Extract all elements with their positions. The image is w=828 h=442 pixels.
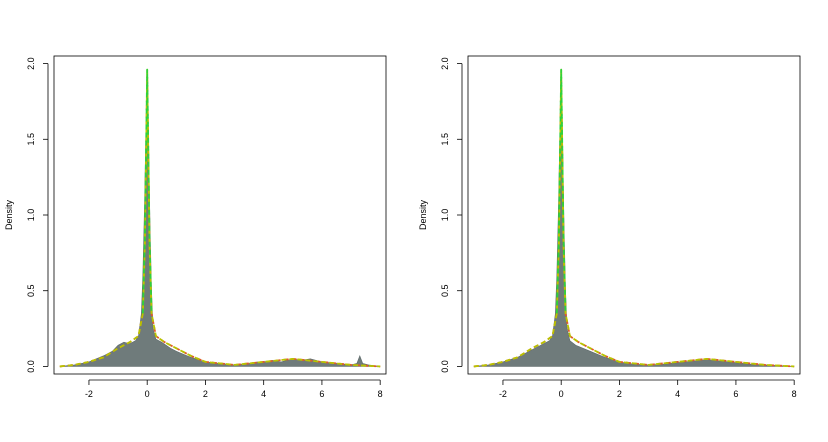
y-axis-title: Density: [4, 199, 14, 230]
x-tick-label: 6: [733, 389, 738, 399]
y-tick-label: 0.0: [26, 360, 36, 373]
y-tick-label: 2.0: [26, 57, 36, 70]
plot-area: [473, 68, 795, 368]
x-tick-label: 2: [617, 389, 622, 399]
x-tick-label: 8: [378, 389, 383, 399]
y-tick-label: 2.0: [440, 57, 450, 70]
density-curve-3: [555, 68, 567, 314]
y-tick-label: 1.0: [26, 209, 36, 222]
y-tick-label: 0.5: [440, 284, 450, 297]
y-tick-label: 1.0: [440, 209, 450, 222]
x-tick-label: 6: [319, 389, 324, 399]
y-tick-label: 0.5: [26, 284, 36, 297]
chart-panel-2: -2 0 2 4 6 8 0.0 0.5 1.0 1.5 2.0 Density: [418, 55, 801, 399]
plot-frame: [467, 55, 801, 375]
y-tick-label: 0.0: [440, 360, 450, 373]
x-tick-label: 0: [145, 389, 150, 399]
y-tick-label: 1.5: [440, 133, 450, 146]
y-axis-title: Density: [418, 199, 428, 230]
chart-panel-1: -2 0 2 4 6 8 0.0 0.5 1.0 1.5 2.0 Density: [4, 55, 387, 399]
density-curve-2: [59, 68, 381, 368]
x-tick-label: 2: [203, 389, 208, 399]
y-tick-label: 1.5: [26, 133, 36, 146]
plot-area: [59, 68, 381, 368]
x-tick-label: 4: [261, 389, 266, 399]
x-tick-label: -2: [499, 389, 507, 399]
x-tick-label: 0: [559, 389, 564, 399]
density-curve-2: [473, 68, 795, 368]
x-tick-label: -2: [85, 389, 93, 399]
x-tick-label: 8: [792, 389, 797, 399]
x-tick-label: 4: [675, 389, 680, 399]
plot-frame: [53, 55, 387, 375]
density-curve-3: [141, 68, 153, 314]
